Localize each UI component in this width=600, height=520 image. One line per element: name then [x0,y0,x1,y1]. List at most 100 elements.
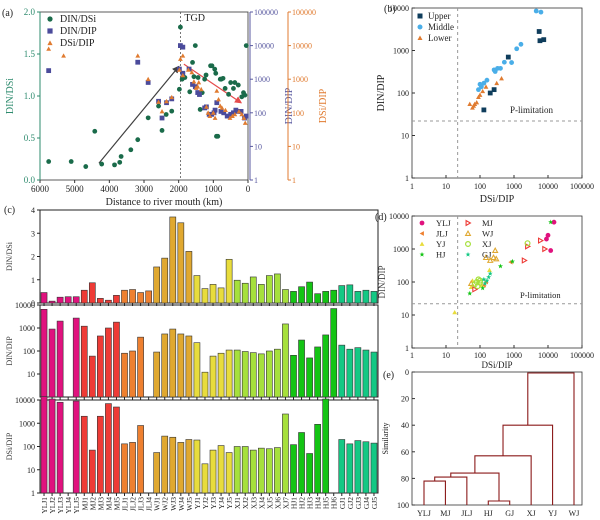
data-point-dsi-dip [207,113,213,118]
y-tick-label-c: 10 [27,370,35,379]
legend-label-d: XJ [482,239,492,249]
x-tick-label-c: XJ1 [233,497,242,509]
bar-xj6 [274,273,281,304]
x-axis-title-d: DSi/DIP [481,360,512,370]
data-point-dsi-dip [230,113,235,118]
data-point-yj [452,309,458,315]
data-point-ylj [545,232,551,238]
data-point-dsi-dip [189,69,195,75]
data-point-middle [484,77,490,83]
bar-gj1 [338,439,346,494]
data-point-dsi-dip [180,72,186,78]
legend-label-b: Upper [428,11,451,21]
data-point-dsi-dip [135,53,141,58]
leaf-label-e: YLJ [417,509,431,518]
x-tick-label-c: YJ3 [209,497,218,509]
legend-marker-d [419,241,425,246]
bar-yj2 [201,288,209,304]
bar-gj4 [362,441,370,494]
legend-label-a: DIN/DSi [60,14,96,25]
y-tick-label-c: 1 [31,489,35,498]
data-point-dsi-dip [210,110,216,115]
bar-xj5 [266,350,273,398]
bar-xj7 [282,413,289,494]
y-tick-label-c: 10000 [15,301,35,310]
plot-frame-e [411,371,583,506]
data-point-upper [487,90,493,96]
bar-xj3 [249,352,257,398]
bar-gj2 [346,348,354,398]
data-point-din-dsi [228,80,234,85]
data-point-din-dip [197,92,202,97]
data-point-dsi-dip [185,67,191,72]
panel-label-e: (e) [383,370,394,381]
bar-gj2 [346,443,354,494]
bar-gj4 [362,289,370,304]
data-point-hj [548,219,554,225]
x-tick-label-d: 10 [442,351,450,360]
data-point-din-dsi [191,74,197,80]
data-point-dsi-dip [198,86,204,92]
y-tick-label-b: 1000 [393,47,409,56]
data-point-wj [492,255,500,262]
data-point-lower [483,84,489,89]
bar-mj1 [80,415,88,494]
data-point-din-dip [224,113,230,119]
data-point-mj [542,245,549,253]
bar-hj5 [322,398,330,494]
bar-hj3 [306,453,313,494]
x-tick-label-c: WJ1 [153,497,162,511]
data-point-xj [475,276,482,283]
x-tick-label-c: YJ5 [225,497,234,509]
legend-label-b: Lower [428,33,452,43]
bar-hj5 [322,334,330,398]
y-tick-label-c: 1000 [19,324,35,333]
bar-mj5 [113,321,120,398]
y-axis-title-c: DSi/DIP [5,432,14,460]
data-point-middle [476,87,481,93]
bar-wj2 [161,435,169,494]
y-tick-label-d: 1000 [393,245,409,254]
y-tick-label-b: 100 [397,89,409,98]
data-point-din-dip [46,68,52,74]
y-tick-label-left-a: 1.0 [24,91,36,101]
x-tick-label-c: GJ4 [362,497,371,509]
data-point-upper [536,29,542,34]
bar-hj1 [290,291,297,304]
data-point-din-dsi [46,159,52,164]
data-point-dsi-dip [241,115,247,120]
bar-xj5 [266,275,273,304]
x-tick-label-c: WJ2 [161,497,170,511]
data-point-upper [541,37,547,43]
x-tick-label-b: 10 [442,182,450,191]
bar-jlj1 [121,352,128,398]
dendrogram-link [423,480,446,505]
x-tick-label-a: 1000 [204,184,223,194]
y-tick-label-left-a: 2.0 [24,7,36,17]
bar-yj4 [217,445,225,494]
data-point-lower [467,101,473,106]
data-point-din-dsi [202,76,208,82]
y-tick-label-right2-a: 10 [292,142,300,151]
data-point-din-dsi [99,161,105,167]
bar-mj4 [105,327,112,398]
bar-xj7 [282,323,289,398]
data-point-din-dsi [222,86,228,91]
x-tick-label-c: JLJ4 [145,497,154,511]
dendrogram-link [527,372,575,505]
x-tick-label-c: GJ1 [338,497,347,509]
bar-hj1 [290,444,297,494]
data-point-dsi-dip [46,46,52,51]
data-point-dsi-dip [180,53,186,58]
bar-gj2 [346,284,354,304]
x-tick-label-c: YLJ5 [72,497,81,514]
bar-jlj3 [137,292,144,304]
legend-marker-d [419,231,424,236]
data-point-dsi-dip [145,76,151,82]
legend-marker-a [47,16,53,22]
legend-marker-b [417,13,423,19]
y-axis-title-c: DIN/DSi [5,241,14,271]
data-point-gj [486,274,492,280]
bar-xj5 [266,448,273,494]
bar-mj2 [88,449,96,494]
